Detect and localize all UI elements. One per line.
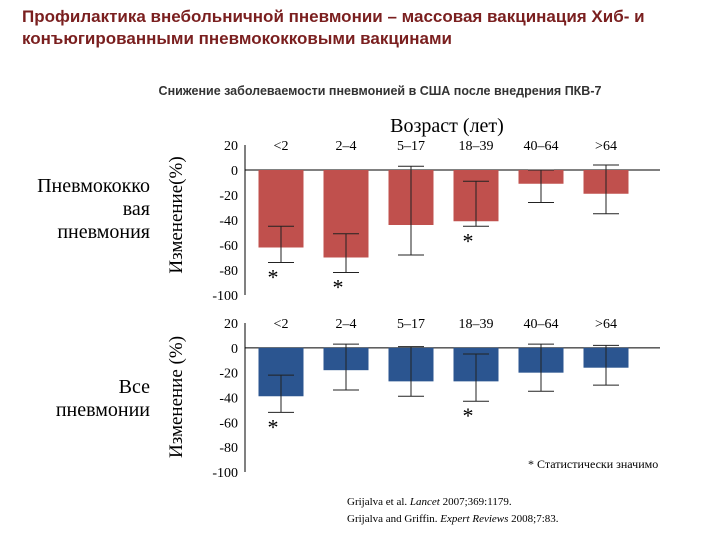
y-tick-label: -60 — [219, 416, 238, 431]
slide-title: Профилактика внебольничной пневмонии – м… — [22, 7, 645, 48]
reference-1-authors: Grijalva et al. — [347, 496, 408, 508]
reference-2-authors: Grijalva and Griffin. — [347, 513, 438, 525]
significance-marker: * — [268, 414, 279, 439]
y-tick-label: -40 — [219, 214, 238, 229]
category-label: 18–39 — [459, 317, 494, 332]
age-axis-label: Возраст (лет) — [390, 115, 504, 137]
category-label: 5–17 — [397, 139, 425, 154]
category-label: 18–39 — [459, 139, 494, 154]
category-label: >64 — [595, 139, 617, 154]
y-tick-label: -100 — [212, 466, 238, 481]
y-tick-label: -60 — [219, 239, 238, 254]
chart-subtitle: Снижение заболеваемости пневмонией в США… — [158, 84, 602, 98]
category-label: 40–64 — [524, 139, 559, 154]
y-tick-label: -20 — [219, 367, 238, 382]
row-label-line: пневмонии — [56, 399, 150, 421]
significance-marker: * — [333, 275, 344, 300]
category-label: 2–4 — [336, 317, 357, 332]
row-label-line: пневмония — [57, 221, 150, 243]
reference-1: Grijalva et al. Lancet 2007;369:1179. — [347, 494, 707, 511]
reference-2-journal: Expert Reviews — [440, 513, 509, 525]
significance-marker: * — [463, 403, 474, 428]
significance-marker: * — [463, 228, 474, 253]
category-label: >64 — [595, 317, 617, 332]
reference-1-details: 2007;369:1179. — [442, 496, 512, 508]
y-tick-label: -40 — [219, 392, 238, 407]
y-tick-label: -80 — [219, 264, 238, 279]
significance-footnote: * Статистически значимо — [528, 457, 658, 471]
y-tick-label: 20 — [224, 317, 238, 332]
reference-2: Grijalva and Griffin. Expert Reviews 200… — [347, 511, 707, 528]
category-label: 2–4 — [336, 139, 357, 154]
row-label-line: вая — [123, 198, 150, 220]
reference-2-details: 2008;7:83. — [511, 513, 559, 525]
category-label: 40–64 — [524, 317, 559, 332]
y-axis-label: Изменение (%) — [166, 336, 187, 458]
y-tick-label: 0 — [231, 164, 238, 179]
reference-1-journal: Lancet — [409, 496, 440, 508]
y-tick-label: -100 — [212, 289, 238, 304]
y-tick-label: 0 — [231, 342, 238, 357]
category-label: <2 — [274, 317, 289, 332]
y-tick-label: -80 — [219, 441, 238, 456]
row-label-line: Пневмококко — [37, 175, 150, 197]
y-tick-label: -20 — [219, 189, 238, 204]
y-tick-label: 20 — [224, 139, 238, 154]
category-label: <2 — [274, 139, 289, 154]
references: Grijalva et al. Lancet 2007;369:1179. Gr… — [347, 494, 707, 528]
y-axis-label: Изменение(%) — [166, 156, 187, 273]
category-label: 5–17 — [397, 317, 425, 332]
significance-marker: * — [268, 265, 279, 290]
row-label-line: Все — [119, 376, 150, 398]
